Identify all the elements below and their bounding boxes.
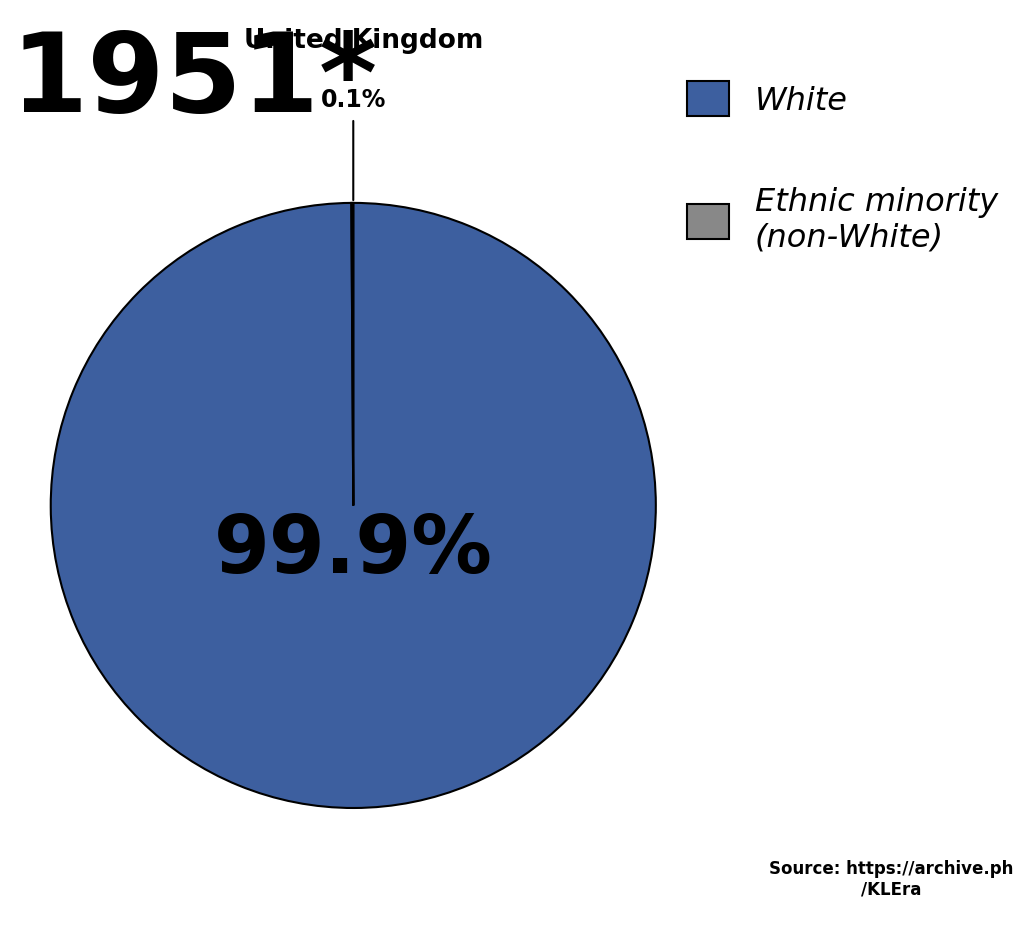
Wedge shape — [51, 203, 655, 808]
Text: United Kingdom: United Kingdom — [244, 28, 483, 54]
Wedge shape — [351, 203, 353, 505]
Text: Source: https://archive.ph
/KLEra: Source: https://archive.ph /KLEra — [769, 860, 1013, 899]
Legend: White, Ethnic minority
(non-White): White, Ethnic minority (non-White) — [687, 81, 997, 254]
Text: 1951*: 1951* — [10, 28, 378, 135]
Text: 99.9%: 99.9% — [214, 512, 493, 590]
Text: 0.1%: 0.1% — [321, 88, 386, 112]
